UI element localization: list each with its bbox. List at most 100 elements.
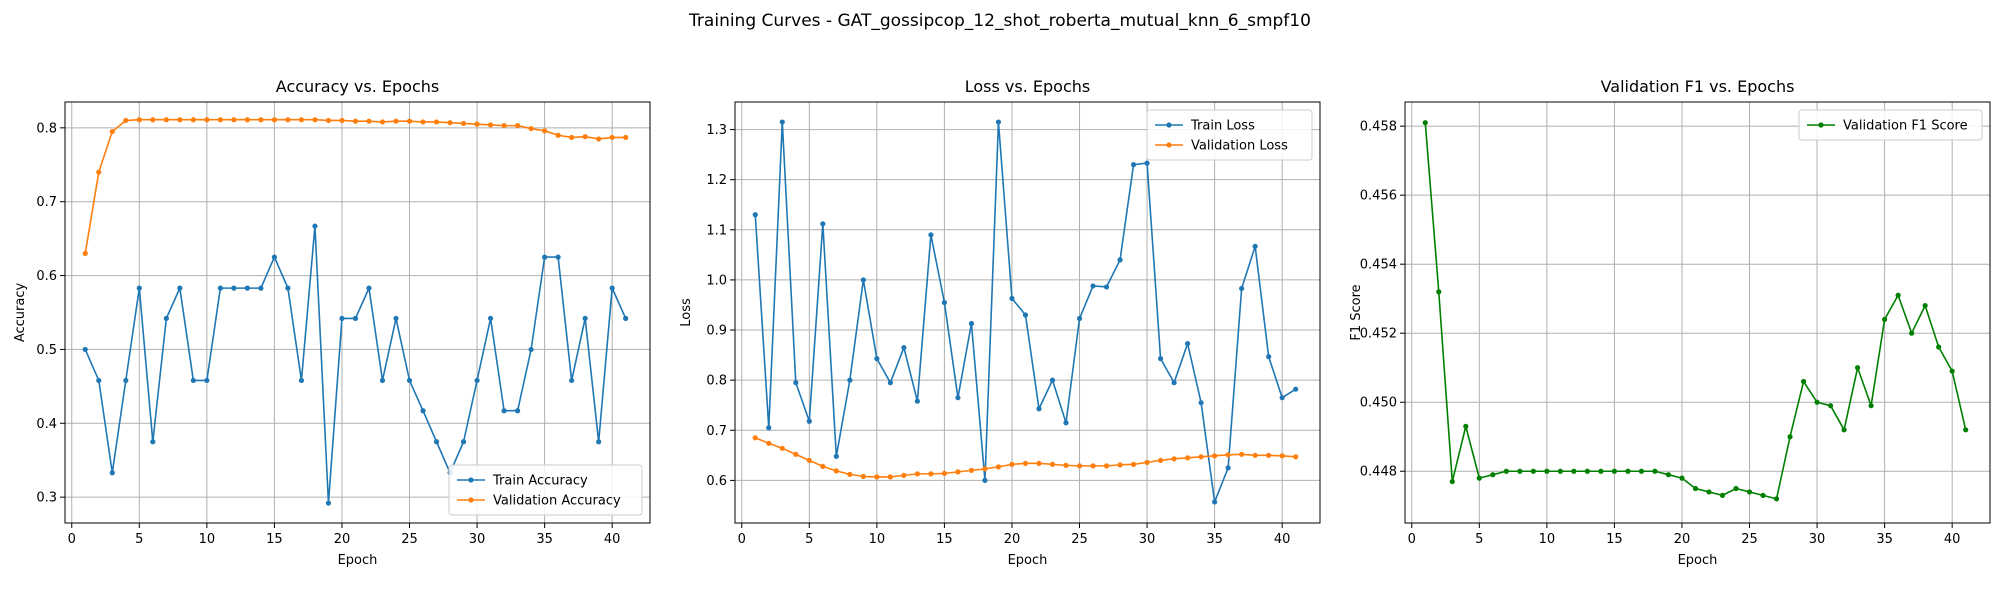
x-tick-label: 20 — [334, 532, 351, 547]
data-point — [1963, 427, 1969, 433]
data-point — [1171, 456, 1177, 462]
data-point — [995, 119, 1002, 125]
legend-box — [1146, 109, 1313, 161]
axes-frame — [64, 101, 651, 524]
data-point — [150, 117, 156, 123]
data-point — [1266, 452, 1272, 458]
data-point — [1144, 160, 1150, 166]
x-tick-label: 25 — [401, 532, 418, 547]
data-point — [1049, 461, 1056, 467]
data-point — [325, 117, 332, 124]
data-point — [487, 122, 494, 128]
data-point — [1279, 453, 1285, 459]
y-tick-label: 0.452 — [1360, 327, 1397, 342]
x-tick-label: 0 — [738, 532, 746, 547]
y-tick-label: 0.7 — [706, 424, 727, 439]
data-point — [752, 435, 758, 441]
data-point — [474, 377, 480, 384]
y-tick-label: 0.5 — [36, 343, 57, 358]
data-point — [874, 474, 880, 480]
data-point — [312, 117, 318, 123]
data-point — [96, 169, 102, 175]
data-point — [1571, 468, 1577, 474]
data-point — [258, 117, 264, 123]
data-point — [1239, 285, 1245, 292]
data-point — [487, 315, 494, 322]
data-point — [379, 119, 386, 125]
data-point — [1544, 468, 1550, 474]
legend-box — [448, 464, 643, 516]
data-point — [123, 377, 129, 384]
data-point — [1212, 499, 1218, 505]
data-point — [298, 377, 305, 384]
y-tick-label: 0.454 — [1360, 258, 1397, 273]
data-point — [82, 250, 88, 257]
data-point — [514, 123, 521, 129]
data-point — [1198, 400, 1204, 406]
data-point — [1557, 468, 1563, 474]
data-point — [474, 121, 480, 127]
x-tick-label: 40 — [1274, 532, 1291, 547]
y-tick-label: 0.448 — [1360, 465, 1397, 480]
data-point — [582, 315, 588, 322]
x-tick-label: 30 — [1139, 532, 1156, 547]
legend-swatch-marker — [468, 497, 474, 503]
data-point — [1922, 302, 1928, 309]
data-point — [1746, 489, 1753, 495]
data-point — [820, 463, 826, 469]
x-tick-label: 25 — [1741, 532, 1758, 547]
data-point — [914, 398, 920, 404]
data-point — [860, 277, 866, 283]
x-tick-label: 20 — [1004, 532, 1021, 547]
legend-entry: Train Loss — [1190, 119, 1255, 134]
y-axis-label: Loss — [679, 298, 694, 327]
data-point — [1117, 462, 1123, 468]
x-axis-label: Epoch — [1678, 553, 1718, 568]
legend-entry: Validation Accuracy — [493, 494, 621, 509]
x-tick-label: 0 — [68, 532, 76, 547]
data-point — [1184, 340, 1191, 347]
data-point — [82, 346, 88, 353]
data-point — [1184, 455, 1191, 461]
data-point — [847, 377, 853, 383]
data-point — [1625, 468, 1631, 474]
axes-frame — [734, 101, 1321, 524]
data-point — [1198, 454, 1204, 460]
data-point — [1103, 463, 1110, 469]
data-point — [285, 117, 291, 123]
x-tick-label: 40 — [604, 532, 621, 547]
data-point — [623, 315, 629, 322]
data-point — [447, 120, 453, 126]
x-tick-label: 10 — [199, 532, 216, 547]
data-point — [1936, 344, 1942, 350]
data-point — [806, 457, 812, 463]
legend-swatch-marker — [1166, 142, 1172, 148]
data-point — [514, 408, 521, 414]
data-point — [420, 408, 426, 414]
data-point — [1144, 459, 1150, 465]
data-point — [1225, 465, 1231, 471]
y-tick-label: 1.1 — [706, 223, 727, 238]
chart-panel-3: 0 5 10 15 20 25 30 35 40 0.448 0.450 0.452 0.454 0.45… — [1349, 77, 1991, 568]
data-point — [833, 468, 839, 474]
data-point — [569, 134, 575, 141]
data-point — [555, 132, 561, 138]
data-point — [406, 118, 413, 124]
y-axis-label: Accuracy — [13, 283, 28, 343]
x-tick-label: 35 — [536, 532, 553, 547]
data-point — [150, 439, 156, 445]
data-point — [1773, 496, 1780, 502]
data-point — [231, 285, 237, 291]
data-point — [177, 285, 183, 291]
data-point — [217, 285, 223, 291]
legend-swatch-marker — [1818, 122, 1824, 128]
legend-swatch-marker — [468, 477, 474, 483]
data-point — [1733, 485, 1739, 492]
data-point — [1598, 468, 1604, 474]
data-point — [298, 117, 305, 123]
data-point — [752, 212, 758, 218]
data-point — [406, 377, 413, 384]
x-tick-label: 10 — [869, 532, 886, 547]
data-point — [1476, 475, 1482, 481]
data-point — [1252, 243, 1258, 249]
